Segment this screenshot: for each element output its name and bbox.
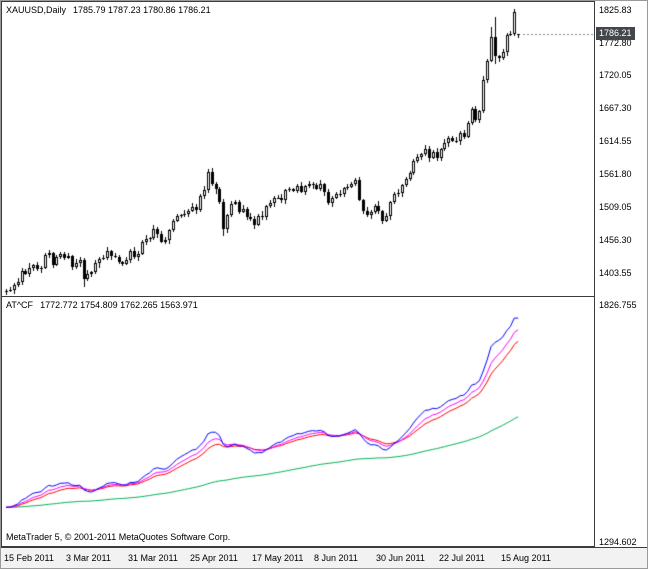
indicator-canvas[interactable] xyxy=(2,297,594,546)
main-price-axis-label: 1772.80 xyxy=(599,38,632,48)
main-price-axis-label: 1456.30 xyxy=(599,235,632,245)
copyright-footer: MetaTrader 5, © 2001-2011 MetaQuotes Sof… xyxy=(6,532,231,542)
main-price-axis-label: 1720.05 xyxy=(599,70,632,80)
time-axis-label: 15 Feb 2011 xyxy=(4,553,54,563)
symbol-period-label: XAUUSD,Daily xyxy=(6,5,67,15)
indicator-axis-label: 1826.755 xyxy=(599,300,637,310)
indicator-axis-label: 1294.602 xyxy=(599,537,637,547)
main-price-axis-label: 1614.55 xyxy=(599,136,632,146)
indicator-panel[interactable]: AT^CF 1772.772 1754.809 1762.265 1563.971… xyxy=(1,296,595,547)
time-axis-label: 3 Mar 2011 xyxy=(66,553,111,563)
time-axis-label: 8 Jun 2011 xyxy=(314,553,358,563)
main-price-axis-label: 1509.05 xyxy=(599,202,632,212)
indicator-header: AT^CF 1772.772 1754.809 1762.265 1563.971 xyxy=(6,300,198,310)
main-price-axis-label: 1825.83 xyxy=(599,5,632,15)
time-axis[interactable]: 15 Feb 2011 3 Mar 2011 31 Mar 2011 25 Apr 2… xyxy=(1,547,647,568)
time-axis-label: 25 Apr 2011 xyxy=(190,553,238,563)
time-axis-label: 30 Jun 2011 xyxy=(376,553,425,563)
main-price-axis-label: 1561.80 xyxy=(599,169,632,179)
main-chart-panel[interactable]: XAUUSD,Daily 1785.79 1787.23 1780.86 1786… xyxy=(1,1,595,297)
indicator-values: 1772.772 1754.809 1762.265 1563.971 xyxy=(40,300,198,310)
main-price-axis-label: 1667.30 xyxy=(599,103,632,113)
time-axis-label: 15 Aug 2011 xyxy=(501,553,551,563)
time-axis-label: 17 May 2011 xyxy=(252,553,304,563)
candlestick-canvas[interactable] xyxy=(2,2,594,296)
ohlc-values: 1785.79 1787.23 1780.86 1786.21 xyxy=(73,5,211,15)
current-price-badge: 1786.21 xyxy=(596,27,635,40)
price-axis[interactable]: 1786.21 1825.83 1772.80 1720.05 1667.30 1614… xyxy=(595,1,647,547)
time-axis-label: 31 Mar 2011 xyxy=(128,553,178,563)
ohlc-header: XAUUSD,Daily 1785.79 1787.23 1780.86 1786… xyxy=(6,5,211,15)
time-axis-label: 22 Jul 2011 xyxy=(439,553,485,563)
indicator-name-label: AT^CF xyxy=(6,300,34,310)
main-price-axis-label: 1403.55 xyxy=(599,268,632,278)
